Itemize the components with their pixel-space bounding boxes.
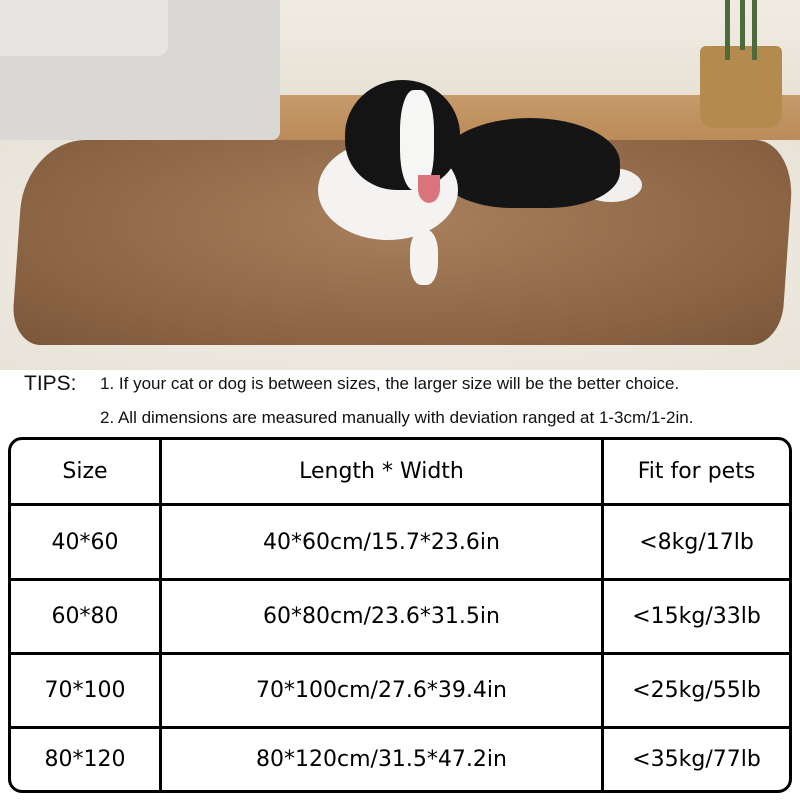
cell-fit: <35kg/77lb xyxy=(632,747,761,772)
tip-2: 2. All dimensions are measured manually … xyxy=(100,408,694,427)
dog-tongue xyxy=(418,175,440,203)
plant-pot xyxy=(700,46,782,128)
header-size: Size xyxy=(11,440,162,503)
table-row: 40*60 40*60cm/15.7*23.6in <8kg/17lb xyxy=(11,506,789,581)
cell-fit: <15kg/33lb xyxy=(632,604,761,629)
cell-size: 60*80 xyxy=(11,581,162,652)
table-row: 60*80 60*80cm/23.6*31.5in <15kg/33lb xyxy=(11,581,789,655)
dog-body xyxy=(440,118,620,208)
table-row: 70*100 70*100cm/27.6*39.4in <25kg/55lb xyxy=(11,655,789,729)
cell-dimensions: 40*60cm/15.7*23.6in xyxy=(162,506,604,578)
plant-leaf xyxy=(740,0,745,50)
cell-size: 40*60 xyxy=(11,506,162,578)
table-row: 80*120 80*120cm/31.5*47.2in <35kg/77lb xyxy=(11,729,789,790)
plant-leaf xyxy=(725,0,730,60)
dog-face-blaze xyxy=(400,90,434,190)
tips-label: TIPS: xyxy=(24,372,77,395)
cell-size: 80*120 xyxy=(11,729,162,790)
sofa-cushion xyxy=(0,0,168,56)
header-fit: Fit for pets xyxy=(637,459,756,484)
header-dimensions: Length * Width xyxy=(162,440,604,503)
cell-dimensions: 70*100cm/27.6*39.4in xyxy=(162,655,604,726)
dog-paw xyxy=(410,230,438,285)
cell-size: 70*100 xyxy=(11,655,162,726)
size-table: Size Length * Width Fit for pets 40*60 4… xyxy=(8,437,792,793)
cell-fit: <25kg/55lb xyxy=(632,678,761,703)
cell-dimensions: 60*80cm/23.6*31.5in xyxy=(162,581,604,652)
cell-dimensions: 80*120cm/31.5*47.2in xyxy=(162,729,604,790)
sofa xyxy=(0,0,280,140)
cell-fit: <8kg/17lb xyxy=(639,529,754,555)
tips-section: TIPS: 1. If your cat or dog is between s… xyxy=(0,370,800,437)
product-photo xyxy=(0,0,800,370)
table-header-row: Size Length * Width Fit for pets xyxy=(11,440,789,506)
plant-leaf xyxy=(752,0,757,60)
tip-1: 1. If your cat or dog is between sizes, … xyxy=(100,374,680,393)
